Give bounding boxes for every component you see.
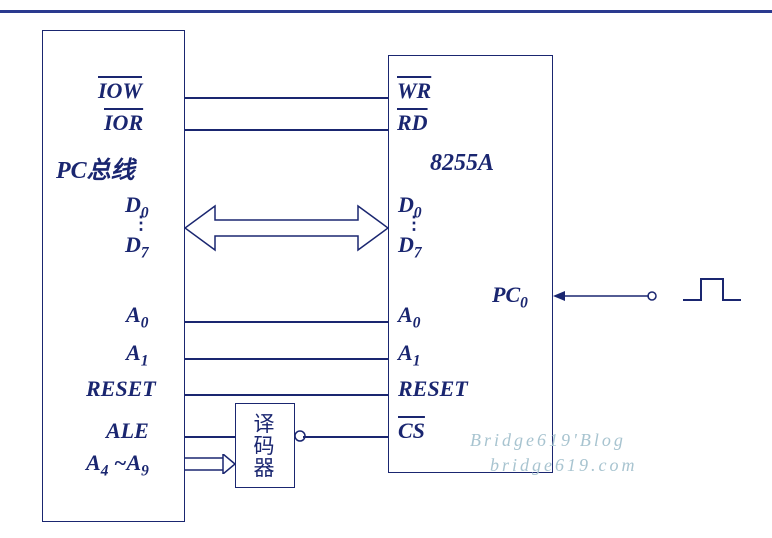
pin-d7-left: D7 bbox=[125, 232, 149, 262]
wire-decoder-cs bbox=[303, 436, 388, 438]
pin-a0-left: A0 bbox=[126, 302, 148, 332]
wire-a0 bbox=[185, 321, 388, 323]
pin-pc0: PC0 bbox=[492, 282, 528, 312]
pin-d7-right: D7 bbox=[398, 232, 422, 262]
decoder-label: 译 码 器 bbox=[246, 413, 282, 479]
d-dots-right: ⋮ bbox=[405, 213, 423, 234]
pc0-input-wire bbox=[553, 288, 658, 304]
pin-wr: WR bbox=[397, 78, 431, 104]
pin-a1-right: A1 bbox=[398, 340, 420, 370]
data-bus-arrow bbox=[185, 200, 388, 256]
wire-iow-wr bbox=[185, 97, 388, 99]
watermark-line2: bridge619.com bbox=[490, 455, 637, 476]
pin-ale-left: ALE bbox=[106, 418, 149, 444]
wire-a1 bbox=[185, 358, 388, 360]
wire-ior-rd bbox=[185, 129, 388, 131]
wire-ale bbox=[185, 436, 235, 438]
8255a-title: 8255A bbox=[430, 150, 494, 177]
watermark-line1: Bridge619'Blog bbox=[470, 430, 626, 451]
d-dots-left: ⋮ bbox=[132, 213, 150, 234]
pin-a1-left: A1 bbox=[126, 340, 148, 370]
pin-cs: CS bbox=[398, 418, 425, 444]
pin-reset-left: RESET bbox=[86, 376, 156, 402]
pin-ior: IOR bbox=[104, 110, 143, 136]
pin-reset-right: RESET bbox=[398, 376, 468, 402]
top-rule bbox=[0, 10, 772, 13]
pin-iow: IOW bbox=[98, 78, 142, 104]
addr-arrow bbox=[185, 454, 235, 474]
wire-reset bbox=[185, 394, 388, 396]
pin-a0-right: A0 bbox=[398, 302, 420, 332]
pin-rd: RD bbox=[397, 110, 428, 136]
pulse-icon bbox=[683, 276, 743, 304]
pc-bus-title: PC总线 bbox=[56, 150, 135, 185]
inverter-bubble bbox=[294, 430, 306, 442]
pin-a4a9-left: A4 ~A9 bbox=[86, 450, 149, 480]
